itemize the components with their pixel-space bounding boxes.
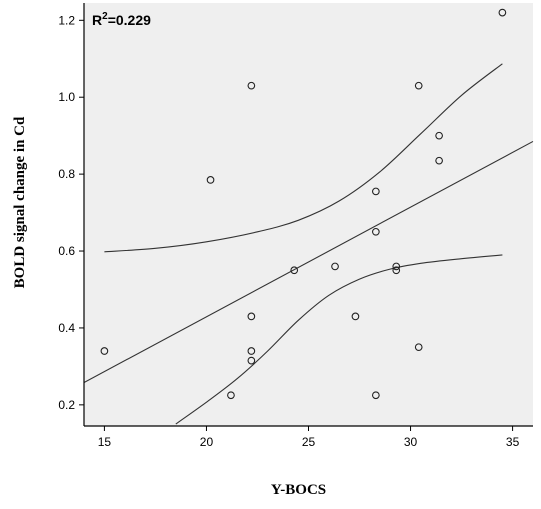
- y-tick-label: 0.6: [58, 244, 75, 258]
- plot-area: [84, 3, 533, 426]
- data-point: [372, 187, 380, 196]
- r-squared-prefix: R: [92, 12, 102, 28]
- axes: 15 20 25 30 35 0.2 0.4 0.6 0.8 1.0 1.2: [58, 3, 533, 449]
- data-point: [206, 176, 215, 184]
- x-tick-label: 25: [302, 435, 316, 449]
- ci-upper-curve: [104, 63, 503, 253]
- y-tick-label: 0.4: [58, 321, 75, 335]
- x-tick-label: 35: [506, 435, 520, 449]
- data-point: [392, 266, 401, 275]
- data-point: [351, 312, 360, 321]
- y-tick-label: 1.0: [58, 90, 75, 104]
- data-point: [247, 312, 256, 321]
- confidence-bands: [104, 63, 503, 425]
- r-squared-value: =0.229: [108, 12, 151, 28]
- data-point: [227, 391, 235, 400]
- regression-line: [83, 140, 534, 384]
- data-point: [392, 262, 401, 271]
- x-tick-label: 15: [98, 435, 112, 449]
- r-squared-superscript: 2: [102, 11, 108, 22]
- x-tick-label: 20: [200, 435, 214, 449]
- r-squared-annotation: R2=0.229: [92, 11, 151, 28]
- data-point: [290, 266, 299, 275]
- data-point: [414, 81, 423, 90]
- data-point: [247, 356, 256, 365]
- y-tick-label: 0.2: [58, 398, 75, 412]
- data-point: [247, 347, 256, 355]
- data-point: [414, 343, 423, 352]
- data-points: [100, 8, 507, 400]
- x-tick-label: 30: [404, 435, 418, 449]
- regression-line-layer: [83, 140, 534, 384]
- data-point: [372, 391, 380, 400]
- data-point: [100, 347, 109, 355]
- data-point: [435, 156, 443, 165]
- y-tick-label: 0.8: [58, 167, 75, 181]
- x-axis-title: Y-BOCS: [271, 482, 326, 498]
- y-tick-label: 1.2: [58, 13, 75, 27]
- data-point: [498, 8, 507, 17]
- ci-lower-curve: [175, 254, 503, 425]
- data-point: [372, 227, 380, 236]
- data-point: [435, 131, 443, 140]
- y-axis-title: BOLD signal change in Cd: [12, 116, 28, 288]
- data-point: [247, 81, 256, 90]
- data-point: [331, 262, 339, 271]
